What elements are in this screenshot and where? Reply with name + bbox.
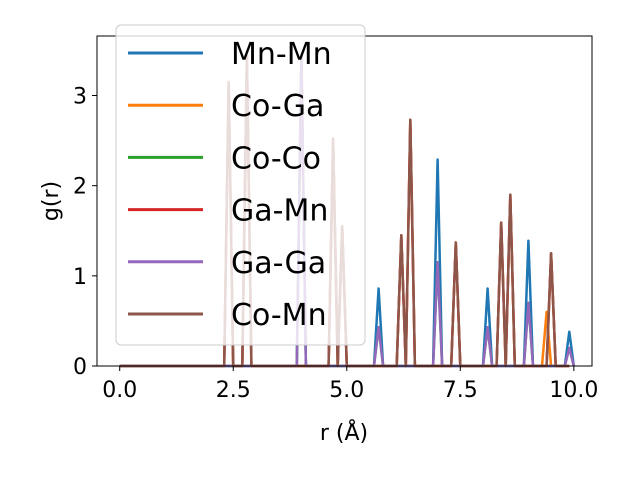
- x-tick-label: 2.5: [216, 378, 251, 403]
- legend-label: Co-Mn: [231, 298, 327, 333]
- legend-label: Co-Co: [231, 141, 321, 176]
- legend-label: Co-Ga: [231, 89, 324, 124]
- x-tick-label: 0.0: [102, 378, 137, 403]
- legend-label: Ga-Mn: [231, 194, 328, 229]
- y-tick-label: 1: [73, 265, 87, 290]
- y-tick-label: 2: [73, 175, 87, 200]
- ticks-layer: 0.0 2.5 5.0 7.5 10.0 0 1 2 3: [73, 85, 598, 403]
- legend: Mn-Mn Co-Ga Co-Co Ga-Mn Ga-Ga Co-Mn: [115, 24, 366, 346]
- legend-label: Ga-Ga: [231, 246, 326, 281]
- y-axis-label: g(r): [39, 181, 64, 221]
- x-tick-label: 5.0: [329, 378, 364, 403]
- legend-box: [115, 24, 366, 346]
- legend-label: Mn-Mn: [231, 37, 332, 72]
- y-tick-label: 0: [73, 355, 87, 380]
- y-tick-label: 3: [73, 85, 87, 110]
- x-tick-label: 7.5: [443, 378, 478, 403]
- x-tick-label: 10.0: [549, 378, 598, 403]
- x-axis-label: r (Å): [320, 419, 368, 446]
